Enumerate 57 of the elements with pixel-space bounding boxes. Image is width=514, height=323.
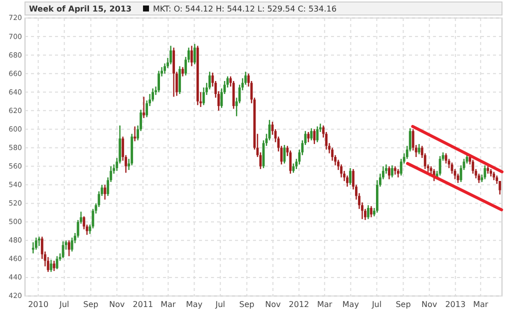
candlestick <box>307 131 310 143</box>
candlestick <box>178 66 181 95</box>
candlestick <box>316 126 319 143</box>
candlestick <box>313 128 316 145</box>
x-tick-label: Jul <box>214 300 226 309</box>
candlestick <box>472 159 474 174</box>
candlestick <box>142 96 146 119</box>
x-tick-label: Sep <box>83 300 98 309</box>
candlestick <box>283 144 286 164</box>
x-tick-label: Nov <box>422 300 438 309</box>
candlestick <box>158 70 160 93</box>
x-tick-label: Nov <box>109 300 125 309</box>
candlestick <box>292 162 295 174</box>
candlestick <box>289 150 292 174</box>
chart-title: Week of April 15, 2013 <box>29 4 132 14</box>
candlestick <box>331 147 334 162</box>
candlestick <box>56 256 58 270</box>
candlestick <box>370 206 372 218</box>
candlestick <box>232 80 235 110</box>
x-tick-label: Jul <box>58 300 70 309</box>
candlestick <box>172 47 175 98</box>
candlestick <box>478 173 480 184</box>
candlestick <box>193 43 196 65</box>
x-tick-label: 2012 <box>288 300 310 309</box>
x-tick-label: 2010 <box>28 300 48 309</box>
x-tick-label: 2011 <box>132 300 154 309</box>
candlestick <box>190 45 193 67</box>
x-tick-label: Mar <box>160 300 176 309</box>
candlestick <box>310 128 313 141</box>
x-tick-label: 2013 <box>445 300 466 309</box>
candlestick <box>52 260 56 272</box>
candlestick <box>340 164 342 178</box>
x-tick-label: Jul <box>370 300 382 309</box>
candlestick <box>38 236 40 247</box>
x-tick-label: May <box>186 300 203 309</box>
candlestick <box>346 174 348 188</box>
candlestick <box>484 164 486 180</box>
x-tick-label: May <box>342 300 360 309</box>
candlestick <box>418 143 420 155</box>
chart-subtitle: MKT: O: 544.12 H: 544.12 L: 529.54 C: 534.16 <box>153 4 337 14</box>
candlestick <box>134 126 136 142</box>
candlestick <box>170 45 172 65</box>
candlestick <box>152 88 154 102</box>
x-tick-label: Sep <box>396 300 411 309</box>
candlestick <box>202 86 205 106</box>
x-tick-label: Nov <box>265 300 281 309</box>
candlestick <box>390 164 394 178</box>
candlestick <box>349 168 352 186</box>
x-tick-label: Mar <box>473 300 489 309</box>
candlestick <box>104 184 106 200</box>
candlestick <box>388 166 390 180</box>
x-tick-label: Sep <box>239 300 254 309</box>
candlestick <box>182 66 184 77</box>
candlestick <box>50 259 52 273</box>
candlestick <box>34 237 38 250</box>
x-tick-label: Mar <box>317 300 333 309</box>
candlestick <box>367 204 370 220</box>
